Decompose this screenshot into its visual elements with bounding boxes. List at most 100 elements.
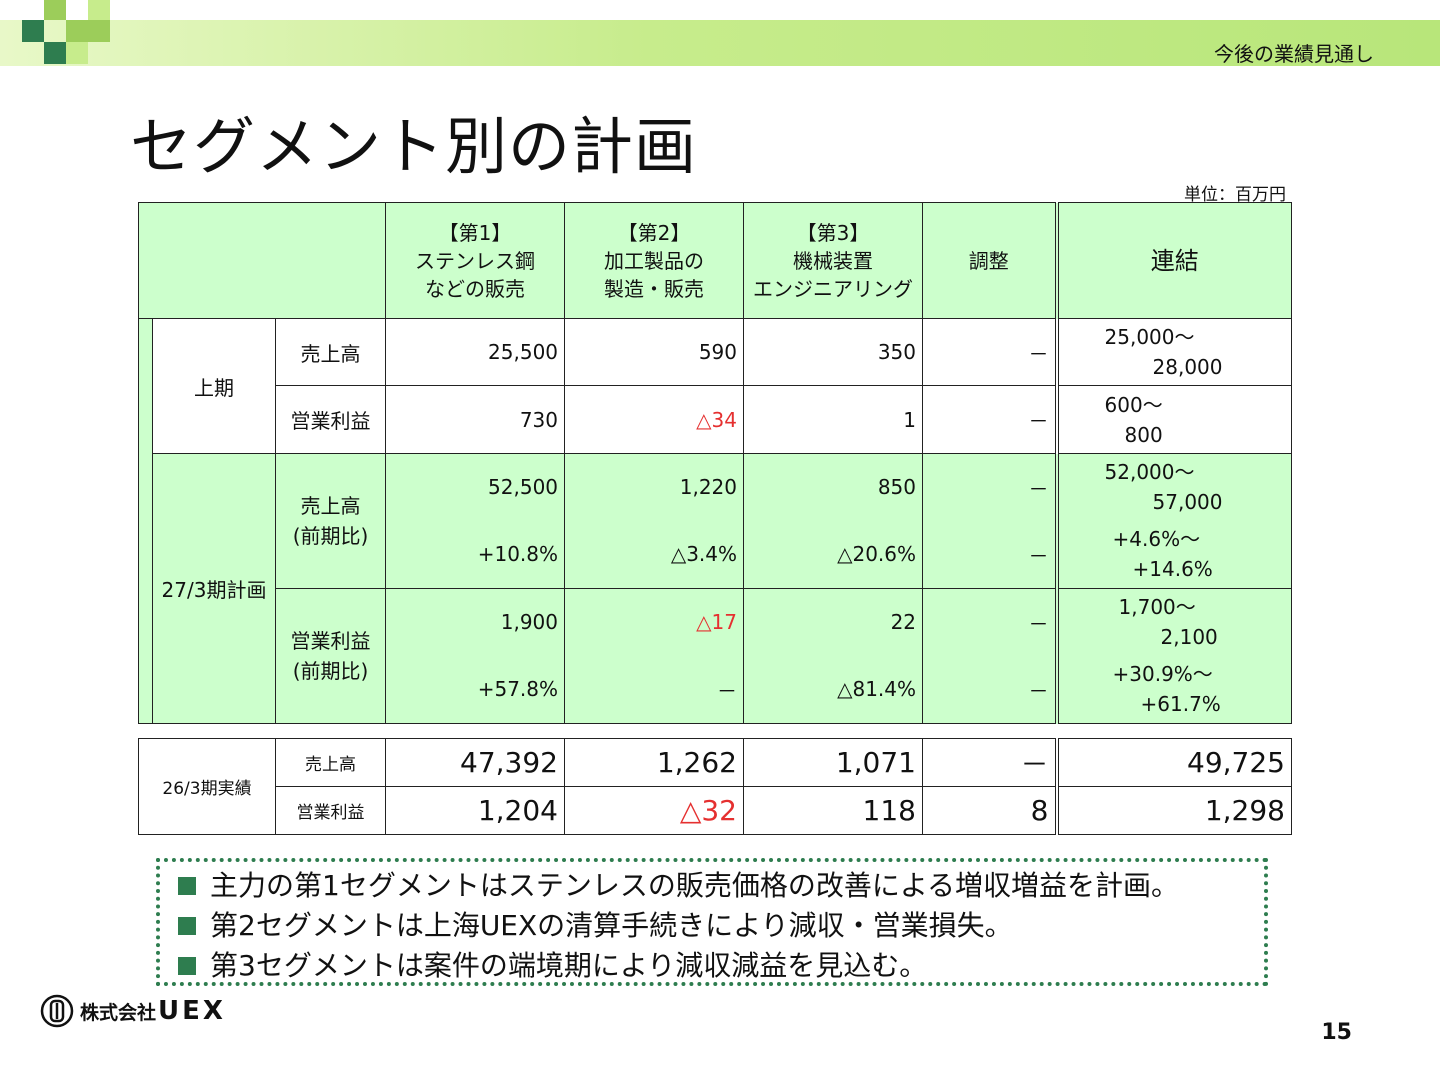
plan-sales-seg1-yoy: +10.8% <box>385 520 566 589</box>
actual-sales-adj: － <box>922 738 1057 787</box>
header-bar <box>0 20 1440 66</box>
note-item: 第2セグメントは上海UEXの清算手続きにより減収・営業損失。 <box>178 906 1264 946</box>
seg3-name-line1: 機械装置 <box>793 248 874 273</box>
actual-sales-cons: 49,725 <box>1054 738 1292 787</box>
h1-profit-row: 営業利益 730 △34 1 － 600～ 800 <box>139 385 1293 454</box>
plan-profit-cons-low: 1,700～ <box>1118 595 1196 620</box>
square-bullet-icon <box>178 957 196 975</box>
section-label: 今後の業績見通し <box>1214 42 1374 66</box>
seg2-name-line1: 加工製品の <box>604 248 705 273</box>
seg1-tag: 【第1】 <box>438 220 512 245</box>
h1-sales-seg2: 590 <box>564 318 745 386</box>
h1-profit-cons: 600～ 800 <box>1054 385 1293 454</box>
plan-profit-seg2: △17 <box>564 588 745 656</box>
plan-sales-cons-yoy-high: +14.6% <box>1132 557 1213 582</box>
plan-sales-cons-yoy-low: +4.6%～ <box>1112 527 1201 552</box>
plan-profit-cons-high: 2,100 <box>1160 625 1218 650</box>
plan-sales-cons-high: 57,000 <box>1152 490 1223 515</box>
plan-profit-cons-yoy-high: +61.7% <box>1140 692 1221 717</box>
plan-sales-label2: (前期比) <box>292 524 369 548</box>
actual-sales-seg3: 1,071 <box>743 738 923 787</box>
plan-profit-adj-yoy: － <box>922 655 1058 724</box>
plan-profit-seg3: 22 <box>743 588 924 656</box>
col-header-seg3: 【第3】 機械装置 エンジニアリング <box>743 202 924 319</box>
plan-sales-cons-low: 52,000～ <box>1104 460 1195 485</box>
seg3-tag: 【第3】 <box>796 220 870 245</box>
uex-emblem-icon <box>40 994 74 1028</box>
plan-profit-yoy-row: +57.8% － △81.4% － +30.9%～ +61.7% <box>139 655 1293 724</box>
decor-square <box>66 42 88 64</box>
h1-label: 上期 <box>152 318 276 454</box>
note-text: 第3セグメントは案件の端境期により減収減益を見込む。 <box>210 949 928 982</box>
plan-profit-label1: 営業利益 <box>290 629 371 653</box>
plan-sales-seg2-yoy: △3.4% <box>564 520 745 589</box>
plan-profit-seg1-yoy: +57.8% <box>385 655 566 724</box>
adj-label: 調整 <box>968 248 1009 273</box>
plan-sales-cons: 52,000～ 57,000 <box>1054 453 1293 521</box>
actual-profit-seg1: 1,204 <box>385 786 565 835</box>
h1-profit-cons-high: 800 <box>1124 422 1163 447</box>
note-text: 主力の第1セグメントはステンレスの販売価格の改善による増収増益を計画。 <box>210 869 1179 902</box>
brand-name: UEX <box>158 996 226 1026</box>
company-prefix: 株式会社 <box>80 1001 157 1024</box>
page-title: セグメント別の計画 <box>130 110 698 183</box>
decor-square <box>44 42 66 64</box>
actual-profit-seg3: 118 <box>743 786 923 835</box>
h1-profit-seg3: 1 <box>743 385 924 454</box>
decor-square <box>66 20 88 42</box>
plan-profit-adj: － <box>922 588 1058 656</box>
plan-sales-row: 27/3期計画 売上高 (前期比) 52,500 1,220 850 － 52,… <box>139 453 1293 724</box>
unit-label: 単位：百万円 <box>1184 185 1286 205</box>
h1-profit-cons-low: 600～ <box>1104 392 1163 417</box>
seg1-name-line1: ステンレス鋼 <box>415 248 536 273</box>
seg2-name-line2: 製造・販売 <box>604 276 705 301</box>
plan-sales-yoy-row: +10.8% △3.4% △20.6% － +4.6%～ +14.6% <box>139 520 1293 589</box>
header-row: 【第1】 ステンレス鋼 などの販売 【第2】 加工製品の 製造・販売 【第3】 … <box>137 202 1293 319</box>
h1-sales-cons-high: 28,000 <box>1152 355 1223 379</box>
actual-sales-seg2: 1,262 <box>564 738 744 787</box>
h1-sales-cons: 25,000～ 28,000 <box>1054 318 1293 386</box>
plan-profit-label: 営業利益 (前期比) <box>274 588 387 724</box>
note-item: 主力の第1セグメントはステンレスの販売価格の改善による増収増益を計画。 <box>178 866 1264 906</box>
plan-sales-seg1: 52,500 <box>385 453 566 521</box>
h1-profit-seg2: △34 <box>564 385 745 454</box>
page-number: 15 <box>1321 1020 1352 1045</box>
actual-profit-row: 営業利益 1,204 △32 118 8 1,298 <box>139 786 1292 835</box>
h1-sales-adj: － <box>922 318 1058 386</box>
actual-sales-row: 26/3期実績 売上高 47,392 1,262 1,071 － 49,725 <box>138 738 1292 835</box>
summary-notes-box: 主力の第1セグメントはステンレスの販売価格の改善による増収増益を計画。 第2セグ… <box>156 858 1268 986</box>
actual-profit-seg2: △32 <box>564 786 744 835</box>
plan-profit-row: 営業利益 (前期比) 1,900 △17 22 － 1,700～ 2,100 <box>139 588 1293 724</box>
plan-profit-label2: (前期比) <box>292 659 369 683</box>
plan-profit-cons-yoy-low: +30.9%～ <box>1112 662 1213 687</box>
plan-profit-seg3-yoy: △81.4% <box>743 655 924 724</box>
col-header-seg1: 【第1】 ステンレス鋼 などの販売 <box>385 202 566 319</box>
actual-label: 26/3期実績 <box>138 738 276 835</box>
company-logo: 株式会社 UEX <box>40 994 226 1028</box>
actual-profit-label: 営業利益 <box>275 786 386 835</box>
actual-sales-seg1: 47,392 <box>385 738 565 787</box>
corner-cell <box>137 202 387 319</box>
h1-sales-seg3: 350 <box>743 318 924 386</box>
square-bullet-icon <box>178 917 196 935</box>
segment-plan-table: 【第1】 ステンレス鋼 などの販売 【第2】 加工製品の 製造・販売 【第3】 … <box>137 202 1293 724</box>
plan-profit-cons-yoy: +30.9%～ +61.7% <box>1054 655 1293 724</box>
h1-sales-seg1: 25,500 <box>385 318 566 386</box>
actual-results-table: 26/3期実績 売上高 47,392 1,262 1,071 － 49,725 … <box>138 738 1292 835</box>
decor-square <box>88 20 110 42</box>
plan-profit-seg1: 1,900 <box>385 588 566 656</box>
plan-sales-adj: － <box>922 453 1058 521</box>
plan-profit-seg2-yoy: － <box>564 655 745 724</box>
decor-square <box>22 20 44 42</box>
decor-square <box>44 0 66 20</box>
h1-sales-label: 売上高 <box>274 318 387 386</box>
plan-label: 27/3期計画 <box>152 453 276 724</box>
actual-sales-label: 売上高 <box>275 738 386 787</box>
plan-profit-cons: 1,700～ 2,100 <box>1054 588 1293 656</box>
left-margin-cell <box>138 318 153 724</box>
plan-sales-label1: 売上高 <box>300 494 361 518</box>
cons-label: 連結 <box>1150 246 1199 275</box>
h1-profit-adj: － <box>922 385 1058 454</box>
h1-profit-label: 営業利益 <box>274 385 387 454</box>
plan-sales-seg3: 850 <box>743 453 924 521</box>
